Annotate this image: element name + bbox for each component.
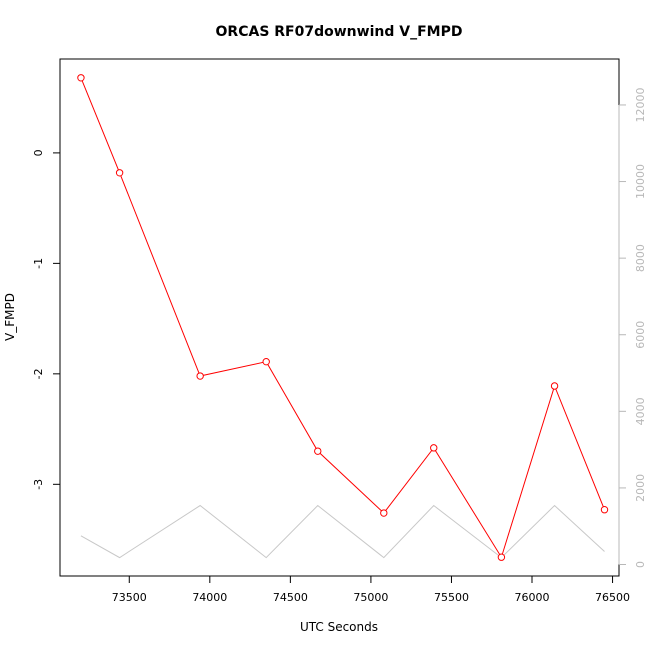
x-tick-label: 74500 xyxy=(273,591,308,604)
data-point xyxy=(314,447,322,455)
y-axis-label: V_FMPD xyxy=(3,293,17,341)
x-axis: 73500 74000 74500 75000 75500 76000 76500 xyxy=(112,575,630,604)
x-tick-label: 76500 xyxy=(595,591,630,604)
right-y-tick-label: 10000 xyxy=(634,164,647,199)
x-tick-label: 75500 xyxy=(434,591,469,604)
right-y-tick-label: 0 xyxy=(634,561,647,568)
primary-series-line xyxy=(80,77,605,559)
right-y-tick-label: 4000 xyxy=(634,397,647,425)
data-point xyxy=(380,509,388,517)
x-tick-label: 74000 xyxy=(192,591,227,604)
y-tick-label: -3 xyxy=(32,479,45,490)
right-y-axis: 0 2000 4000 6000 8000 10000 12000 xyxy=(618,87,647,568)
x-tick-label: 75000 xyxy=(353,591,388,604)
right-y-tick-label: 8000 xyxy=(634,244,647,272)
right-y-tick-label: 6000 xyxy=(634,321,647,349)
x-axis-label: UTC Seconds xyxy=(300,620,378,634)
secondary-series-line xyxy=(80,504,605,559)
data-point xyxy=(196,372,204,380)
y-tick-label: -2 xyxy=(32,368,45,379)
y-tick-label: -1 xyxy=(32,258,45,269)
data-point xyxy=(115,169,124,177)
series-layer xyxy=(77,74,609,561)
x-tick-label: 73500 xyxy=(112,591,147,604)
data-point xyxy=(430,444,438,452)
y-tick-label: 0 xyxy=(32,149,45,156)
chart-title: ORCAS RF07downwind V_FMPD xyxy=(216,24,463,40)
data-point xyxy=(600,506,609,514)
data-point xyxy=(497,553,506,561)
data-point xyxy=(262,357,270,366)
right-y-tick-label: 12000 xyxy=(634,87,647,122)
plot-frame xyxy=(59,58,620,577)
x-tick-label: 76000 xyxy=(515,591,550,604)
data-point xyxy=(550,382,559,390)
right-y-tick-label: 2000 xyxy=(634,474,647,502)
data-point xyxy=(77,74,85,82)
y-axis: 0 -1 -2 -3 xyxy=(32,149,61,490)
